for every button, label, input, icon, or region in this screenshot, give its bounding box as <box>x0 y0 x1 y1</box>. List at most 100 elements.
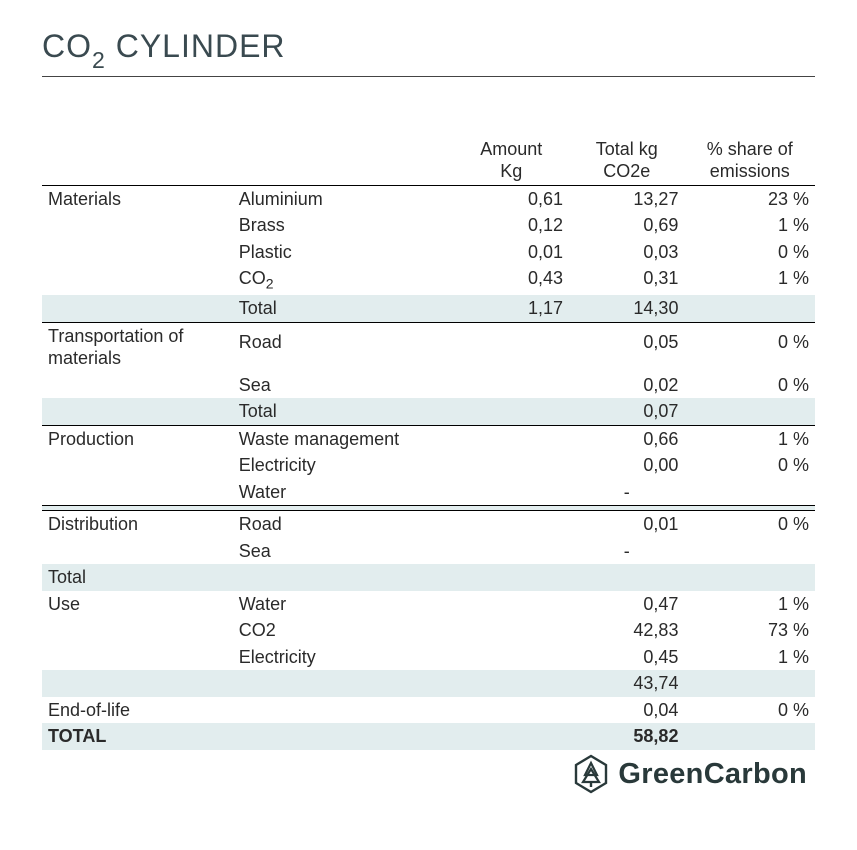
table-row: CO2 42,83 73 % <box>42 617 815 644</box>
cell-amount: 1,17 <box>454 295 569 322</box>
item-label <box>233 322 454 329</box>
cell-co2: 0,07 <box>569 398 684 425</box>
table-row: Water - <box>42 479 815 506</box>
category-materials: Materials <box>42 185 233 212</box>
item-label: Road <box>233 511 454 538</box>
amount-l2: Kg <box>500 161 522 181</box>
cell-pct: 1 % <box>684 425 815 452</box>
page-title: CO2 CYLINDER <box>42 28 815 77</box>
page: CO2 CYLINDER Amount Kg Total kg CO2e % s… <box>0 0 857 850</box>
pct-l1: % share of <box>707 139 793 159</box>
cell-amount: 0,43 <box>454 265 569 295</box>
cell-co2: 0,45 <box>569 644 684 671</box>
cell-pct: 0 % <box>684 372 815 399</box>
amount-l1: Amount <box>480 139 542 159</box>
col-pct-header: % share of emissions <box>684 137 815 185</box>
cell-co2: 0,05 <box>569 329 684 371</box>
title-co: CO <box>42 28 92 64</box>
cell-co2: 14,30 <box>569 295 684 322</box>
cell-co2: 0,47 <box>569 591 684 618</box>
col-amount-header: Amount Kg <box>454 137 569 185</box>
table-row-total: 43,74 <box>42 670 815 697</box>
footer-logo: GreenCarbon <box>574 754 807 794</box>
cell-pct: 23 % <box>684 185 815 212</box>
cell-pct: 1 % <box>684 212 815 239</box>
item-label: Aluminium <box>233 185 454 212</box>
cell-co2: 0,00 <box>569 452 684 479</box>
cell-pct: 0 % <box>684 239 815 266</box>
cell-pct: 1 % <box>684 265 815 295</box>
grand-total-label: TOTAL <box>42 723 233 750</box>
cell-pct: 73 % <box>684 617 815 644</box>
total-label: Total <box>233 295 454 322</box>
table-row: Production Waste management 0,66 1 % <box>42 425 815 452</box>
hexagon-tree-icon <box>574 754 608 794</box>
cell-co2: 13,27 <box>569 185 684 212</box>
table-row: Sea - <box>42 538 815 565</box>
cell-co2: 0,02 <box>569 372 684 399</box>
cell-pct: 1 % <box>684 591 815 618</box>
emissions-table: Amount Kg Total kg CO2e % share of emiss… <box>42 137 815 749</box>
item-label: Electricity <box>233 644 454 671</box>
table-row: CO2 0,43 0,31 1 % <box>42 265 815 295</box>
grand-total-co2: 58,82 <box>569 723 684 750</box>
cell-pct: 0 % <box>684 697 815 724</box>
cell-pct: 0 % <box>684 329 815 371</box>
table-row: Use Water 0,47 1 % <box>42 591 815 618</box>
item-label: Water <box>233 591 454 618</box>
cell-co2: 0,01 <box>569 511 684 538</box>
item-label: Water <box>233 479 454 506</box>
title-cylinder: CYLINDER <box>106 28 286 64</box>
table-row: Plastic 0,01 0,03 0 % <box>42 239 815 266</box>
table-row: End-of-life 0,04 0 % <box>42 697 815 724</box>
cell-pct: 0 % <box>684 452 815 479</box>
cell-amount: 0,01 <box>454 239 569 266</box>
title-subscript-2: 2 <box>92 47 106 73</box>
table-row-total: Total 0,07 <box>42 398 815 425</box>
cell-pct <box>684 295 815 322</box>
cell-co2: 0,03 <box>569 239 684 266</box>
table-row: Sea 0,02 0 % <box>42 372 815 399</box>
item-label: Plastic <box>233 239 454 266</box>
co2-l2: CO2e <box>603 161 650 181</box>
category-total: Total <box>42 564 233 591</box>
category-distribution: Distribution <box>42 511 233 538</box>
table-row: Electricity 0,45 1 % <box>42 644 815 671</box>
table-header-row: Amount Kg Total kg CO2e % share of emiss… <box>42 137 815 185</box>
pct-l2: emissions <box>710 161 790 181</box>
item-label: Sea <box>233 372 454 399</box>
cell-pct: 1 % <box>684 644 815 671</box>
table-row: Brass 0,12 0,69 1 % <box>42 212 815 239</box>
table-row-subtotal: Total <box>42 564 815 591</box>
table-row-total: Total 1,17 14,30 <box>42 295 815 322</box>
cell-co2: 0,66 <box>569 425 684 452</box>
table-row: Electricity 0,00 0 % <box>42 452 815 479</box>
item-label-co2: CO2 <box>233 265 454 295</box>
item-label: Road <box>233 329 454 371</box>
category-production: Production <box>42 425 233 452</box>
item-label: CO2 <box>233 617 454 644</box>
category-transport: Transportation of materials <box>42 322 233 372</box>
cell-co2: 43,74 <box>569 670 684 697</box>
cell-co2: 0,31 <box>569 265 684 295</box>
cell-co2: 0,69 <box>569 212 684 239</box>
co2-l1: Total kg <box>596 139 658 159</box>
col-co2-header: Total kg CO2e <box>569 137 684 185</box>
table-row-grand-total: TOTAL 58,82 <box>42 723 815 750</box>
item-label: Sea <box>233 538 454 565</box>
total-label: Total <box>233 398 454 425</box>
cell-amount: 0,61 <box>454 185 569 212</box>
table-row: Transportation of materials <box>42 322 815 329</box>
cell-co2: 42,83 <box>569 617 684 644</box>
cell-pct: 0 % <box>684 511 815 538</box>
brand-name: GreenCarbon <box>618 758 807 791</box>
table-row: Distribution Road 0,01 0 % <box>42 511 815 538</box>
cell-co2: - <box>569 538 684 565</box>
item-label: Electricity <box>233 452 454 479</box>
item-label: Waste management <box>233 425 454 452</box>
category-eol: End-of-life <box>42 697 233 724</box>
cell-amount: 0,12 <box>454 212 569 239</box>
item-label: Brass <box>233 212 454 239</box>
cell-co2: 0,04 <box>569 697 684 724</box>
table-row: Materials Aluminium 0,61 13,27 23 % <box>42 185 815 212</box>
